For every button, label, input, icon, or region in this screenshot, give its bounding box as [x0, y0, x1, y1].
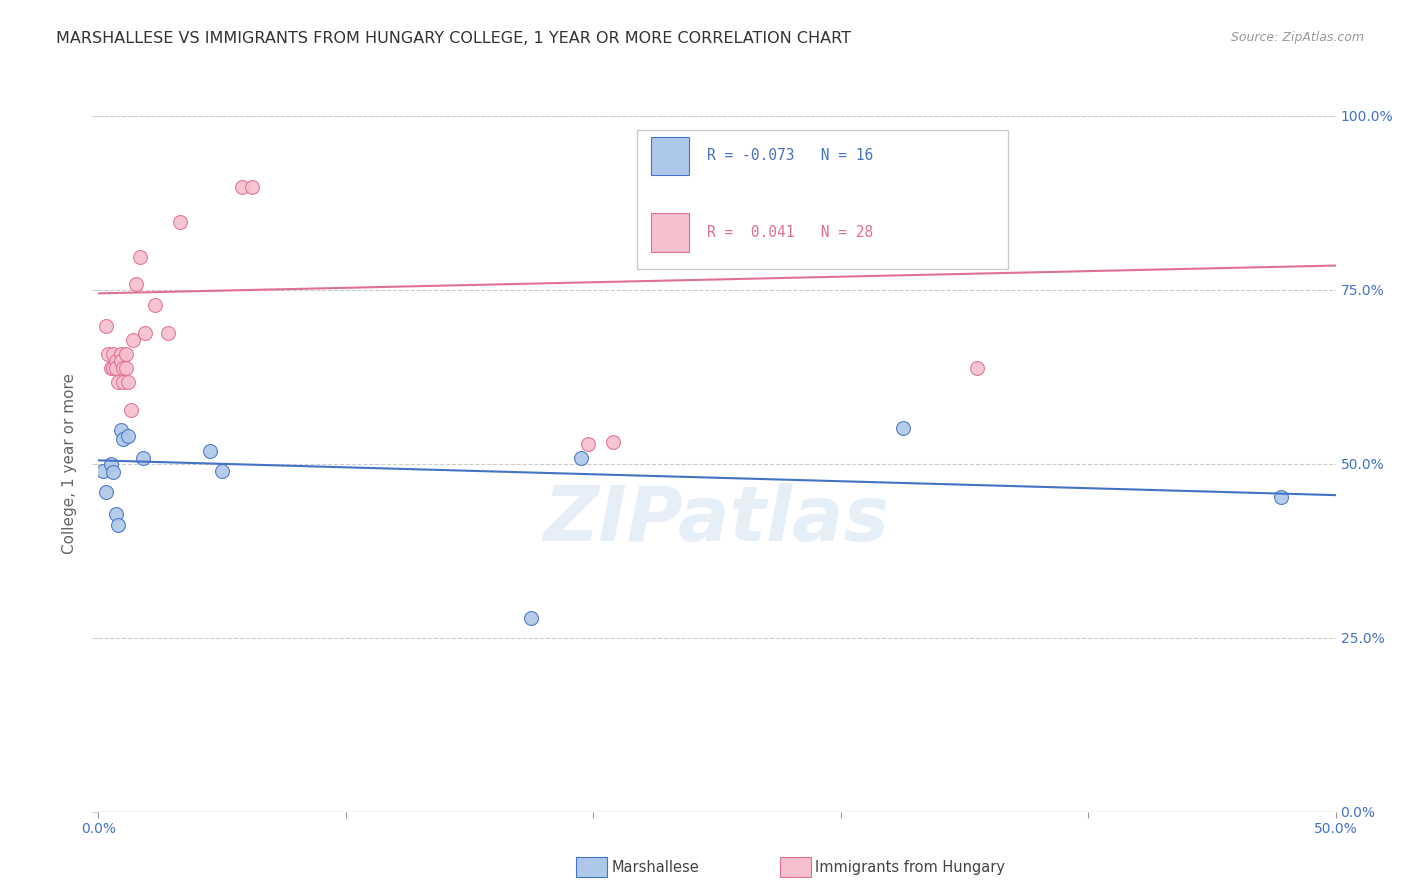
Point — [112, 433, 135, 447]
Point — [966, 360, 988, 375]
Point — [124, 277, 146, 292]
Point — [240, 180, 263, 194]
Point — [156, 326, 179, 340]
Point — [93, 464, 115, 478]
Bar — [651, 136, 689, 175]
Point — [122, 333, 145, 347]
Point — [103, 465, 125, 479]
Point — [107, 375, 129, 389]
Point — [134, 326, 156, 340]
Text: Source: ZipAtlas.com: Source: ZipAtlas.com — [1230, 31, 1364, 45]
Point — [103, 347, 125, 361]
Point — [110, 347, 132, 361]
Point — [110, 354, 132, 368]
Point — [117, 429, 139, 443]
Point — [114, 347, 136, 361]
Point — [576, 437, 599, 451]
Point — [198, 444, 221, 458]
Text: R = -0.073   N = 16: R = -0.073 N = 16 — [707, 148, 873, 163]
Point — [891, 420, 914, 434]
Y-axis label: College, 1 year or more: College, 1 year or more — [62, 374, 77, 554]
Text: R =  0.041   N = 28: R = 0.041 N = 28 — [707, 225, 873, 240]
Text: MARSHALLESE VS IMMIGRANTS FROM HUNGARY COLLEGE, 1 YEAR OR MORE CORRELATION CHART: MARSHALLESE VS IMMIGRANTS FROM HUNGARY C… — [56, 31, 851, 46]
Point — [104, 354, 127, 368]
Point — [112, 360, 135, 375]
Point — [114, 360, 136, 375]
Point — [117, 375, 139, 389]
Point — [211, 464, 233, 478]
Point — [143, 298, 166, 312]
Point — [169, 215, 191, 229]
Bar — [651, 213, 689, 252]
Text: ZIPatlas: ZIPatlas — [544, 483, 890, 557]
Text: Immigrants from Hungary: Immigrants from Hungary — [815, 860, 1005, 874]
Point — [569, 451, 592, 466]
Point — [520, 611, 543, 625]
Text: Marshallese: Marshallese — [612, 860, 699, 874]
Point — [100, 360, 122, 375]
Point — [94, 484, 117, 499]
Point — [103, 360, 125, 375]
Point — [100, 457, 122, 471]
Point — [1270, 490, 1292, 504]
Point — [120, 402, 142, 417]
Point — [110, 424, 132, 438]
FancyBboxPatch shape — [637, 130, 1008, 269]
Point — [97, 347, 120, 361]
Point — [104, 360, 127, 375]
Point — [602, 434, 624, 449]
Point — [94, 319, 117, 334]
Point — [129, 250, 152, 264]
Point — [104, 507, 127, 521]
Point — [112, 375, 135, 389]
Point — [107, 518, 129, 533]
Point — [132, 451, 155, 466]
Point — [231, 180, 253, 194]
